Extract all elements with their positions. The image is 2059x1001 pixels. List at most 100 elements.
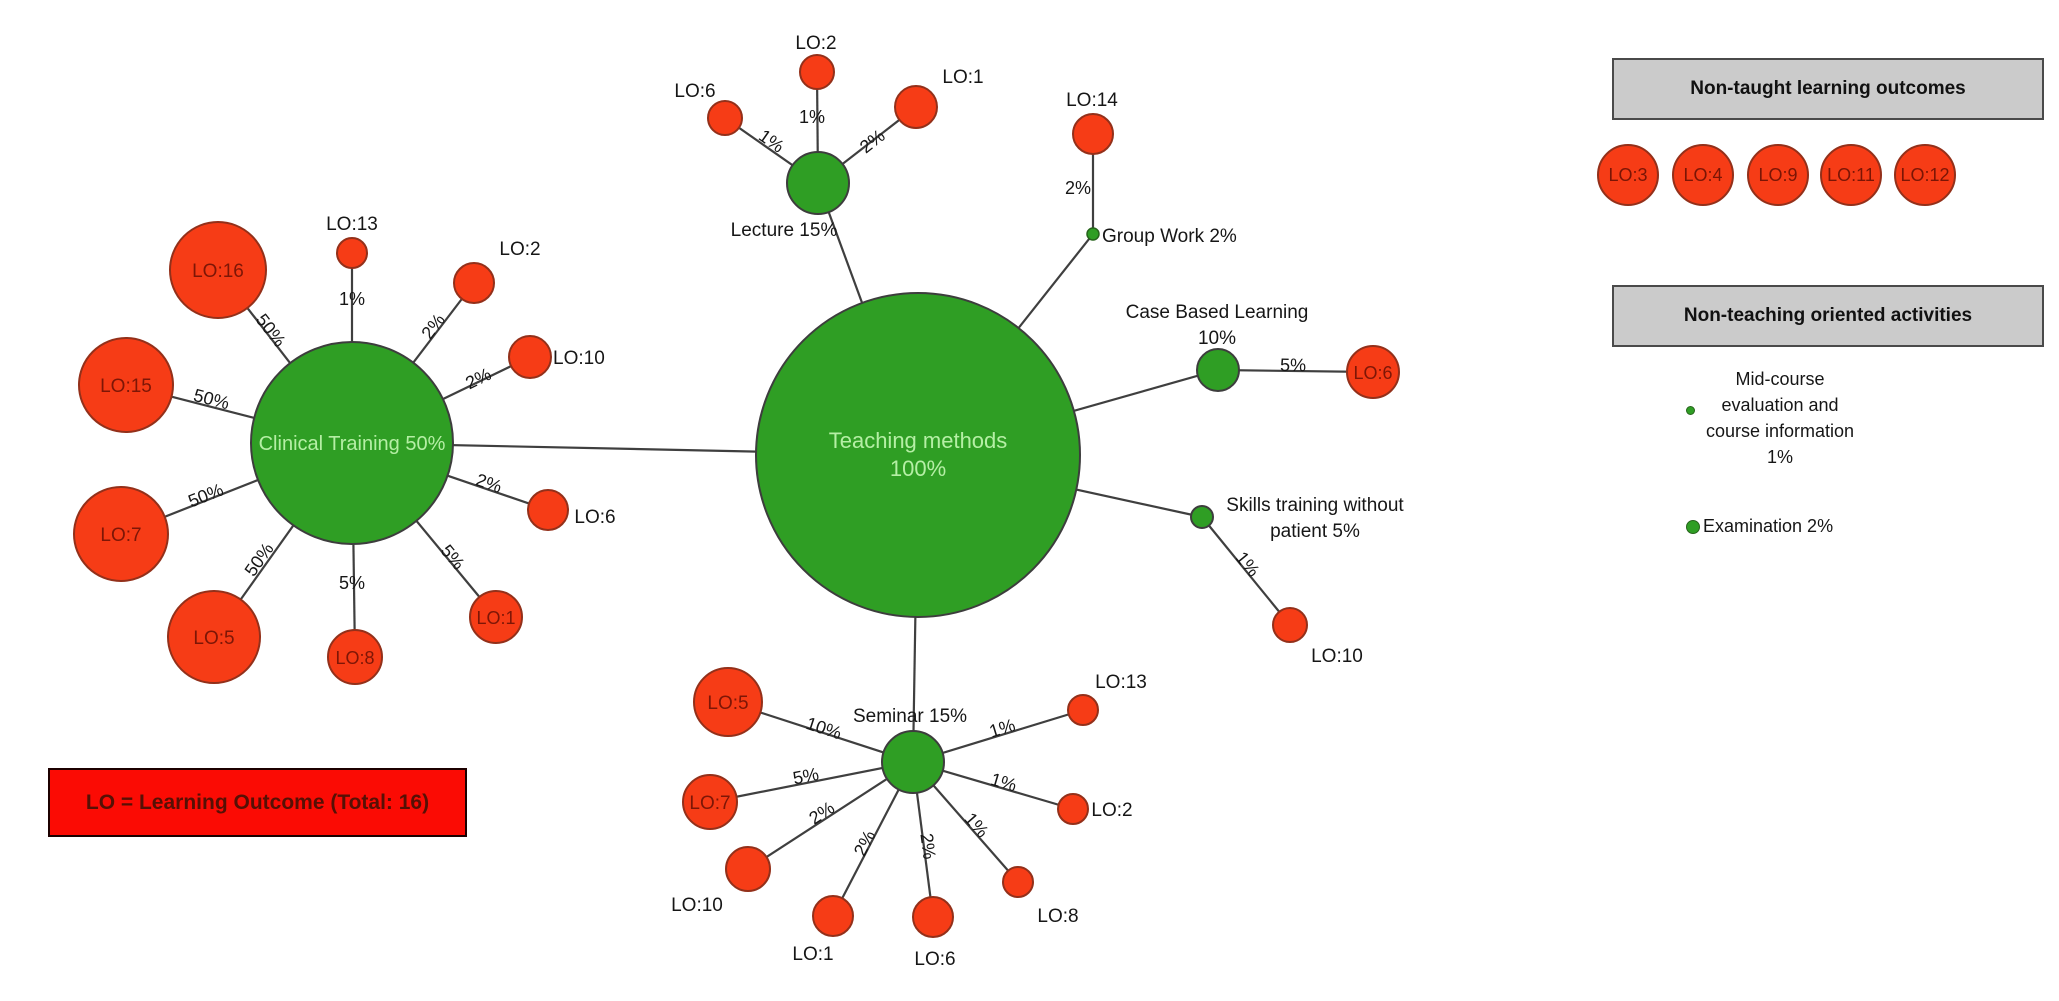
node-cli_lo10 xyxy=(508,335,552,379)
node-skills_lo10 xyxy=(1272,607,1308,643)
label-teaching: Teaching methods xyxy=(829,428,1008,453)
mid-course-line-2: evaluation and xyxy=(1721,395,1839,415)
label-sem_lo1: LO:1 xyxy=(792,944,833,965)
node-sem_lo2 xyxy=(1057,793,1089,825)
node-sem_lo10 xyxy=(725,846,771,892)
edge-label-cbl-cbl_lo6: 5% xyxy=(1280,355,1306,375)
label-cli_lo16: LO:16 xyxy=(192,261,244,282)
label-cbl: 10% xyxy=(1198,328,1236,349)
node-cli_lo13 xyxy=(336,237,368,269)
edge-label-clinical-cli_lo8: 5% xyxy=(339,573,365,593)
node-sem_lo8 xyxy=(1002,866,1034,898)
edge-label-seminar-sem_lo6: 2% xyxy=(916,832,939,860)
node-lecture xyxy=(786,151,850,215)
edge-label-clinical-cli_lo13: 1% xyxy=(339,289,365,309)
legend-text: LO = Learning Outcome (Total: 16) xyxy=(85,790,430,814)
edge-label-seminar-sem_lo7: 5% xyxy=(791,764,820,789)
non-teaching-header: Non-teaching oriented activities xyxy=(1612,285,2044,347)
label-cli_lo8: LO:8 xyxy=(335,648,374,668)
node-lec_lo2 xyxy=(799,54,835,90)
label-cli_lo7: LO:7 xyxy=(100,525,141,546)
mid-course-dot-icon xyxy=(1686,406,1695,415)
node-sem_lo6 xyxy=(912,896,954,938)
node-skills xyxy=(1190,505,1214,529)
edge-label-seminar-sem_lo13: 1% xyxy=(987,715,1018,742)
label-sem_lo13: LO:13 xyxy=(1095,672,1147,693)
edge-seminar-sem_lo7 xyxy=(709,760,914,804)
label-skills_lo10: LO:10 xyxy=(1311,646,1363,667)
edge-label-lecture-lec_lo6: 1% xyxy=(755,125,788,156)
label-cli_lo1: LO:1 xyxy=(476,608,515,628)
legend-box: LO = Learning Outcome (Total: 16) xyxy=(48,768,467,837)
node-cbl_lo6 xyxy=(1346,345,1400,399)
non-taught-lo12-circle: LO:12 xyxy=(1894,144,1956,206)
non-taught-lo12-label: LO:12 xyxy=(1900,164,1950,185)
node-lec_lo1 xyxy=(894,85,938,129)
node-sem_lo1 xyxy=(812,895,854,937)
node-cli_lo16 xyxy=(169,221,267,319)
label-lec_lo6: LO:6 xyxy=(674,81,715,102)
edge-label-skills-skills_lo10: 1% xyxy=(1232,548,1264,581)
node-groupwork xyxy=(1086,227,1100,241)
label-sem_lo8: LO:8 xyxy=(1037,906,1078,927)
edge-label-seminar-sem_lo8: 1% xyxy=(960,809,992,842)
non-taught-header: Non-taught learning outcomes xyxy=(1612,58,2044,120)
node-cli_lo8 xyxy=(327,629,383,685)
edge-label-clinical-cli_lo1: 5% xyxy=(437,541,469,574)
edge-label-seminar-sem_lo10: 2% xyxy=(805,797,838,828)
node-cli_lo1 xyxy=(469,590,523,644)
non-taught-lo4-circle: LO:4 xyxy=(1672,144,1734,206)
label-cli_lo13: LO:13 xyxy=(326,214,378,235)
edge-seminar-sem_lo10 xyxy=(747,761,914,870)
label-lo14: LO:14 xyxy=(1066,90,1118,111)
edge-label-clinical-cli_lo5: 50% xyxy=(241,539,278,580)
node-seminar xyxy=(881,730,945,794)
node-cli_lo7 xyxy=(73,486,169,582)
node-cli_lo6 xyxy=(527,489,569,531)
node-lec_lo6 xyxy=(707,100,743,136)
edge-label-lecture-lec_lo2: 1% xyxy=(799,107,825,127)
non-teaching-header-label: Non-teaching oriented activities xyxy=(1683,305,1973,326)
non-taught-lo11-label: LO:11 xyxy=(1827,164,1875,185)
node-sem_lo7 xyxy=(682,774,738,830)
mid-course-line-1: Mid-course xyxy=(1735,369,1825,389)
label-lecture: Lecture 15% xyxy=(731,220,838,241)
examination-label: Examination 2% xyxy=(1703,516,1834,536)
node-sem_lo5 xyxy=(693,667,763,737)
non-taught-lo3-label: LO:3 xyxy=(1608,164,1648,185)
label-cli_lo10: LO:10 xyxy=(553,348,605,369)
edge-skills-skills_lo10 xyxy=(1201,516,1291,626)
non-taught-lo9-circle: LO:9 xyxy=(1747,144,1809,206)
node-cli_lo15 xyxy=(78,337,174,433)
label-groupwork: Group Work 2% xyxy=(1102,226,1237,247)
examination-activity: Examination 2% xyxy=(1703,516,1833,537)
label-cbl: Case Based Learning xyxy=(1126,302,1309,323)
edge-label-clinical-cli_lo7: 50% xyxy=(185,480,226,512)
edge-label-seminar-sem_lo5: 10% xyxy=(804,713,844,743)
label-sem_lo7: LO:7 xyxy=(689,793,730,814)
edge-label-lecture-lec_lo1: 2% xyxy=(856,125,889,157)
label-skills: Skills training without xyxy=(1226,495,1404,516)
label-cli_lo5: LO:5 xyxy=(193,628,234,649)
non-taught-lo11-circle: LO:11 xyxy=(1820,144,1882,206)
label-clinical: Clinical Training 50% xyxy=(259,433,446,455)
label-cli_lo2: LO:2 xyxy=(499,239,540,260)
mid-course-line-3: course information xyxy=(1705,421,1855,441)
non-taught-header-label: Non-taught learning outcomes xyxy=(1690,78,1966,99)
label-lec_lo2: LO:2 xyxy=(795,33,836,54)
label-sem_lo5: LO:5 xyxy=(707,693,748,714)
examination-dot-icon xyxy=(1686,520,1700,534)
label-sem_lo2: LO:2 xyxy=(1091,800,1132,821)
label-lec_lo1: LO:1 xyxy=(942,67,983,88)
node-cli_lo5 xyxy=(167,590,261,684)
label-sem_lo6: LO:6 xyxy=(914,949,955,970)
label-seminar: Seminar 15% xyxy=(853,706,967,727)
mid-course-activity: Mid-course evaluation and course informa… xyxy=(1694,366,1866,470)
label-teaching: 100% xyxy=(890,456,946,481)
edge-label-clinical-cli_lo10: 2% xyxy=(462,364,494,393)
label-skills: patient 5% xyxy=(1270,521,1360,542)
label-cbl_lo6: LO:6 xyxy=(1353,363,1392,383)
edge-label-clinical-cli_lo16: 50% xyxy=(252,310,290,351)
label-sem_lo10: LO:10 xyxy=(671,895,723,916)
